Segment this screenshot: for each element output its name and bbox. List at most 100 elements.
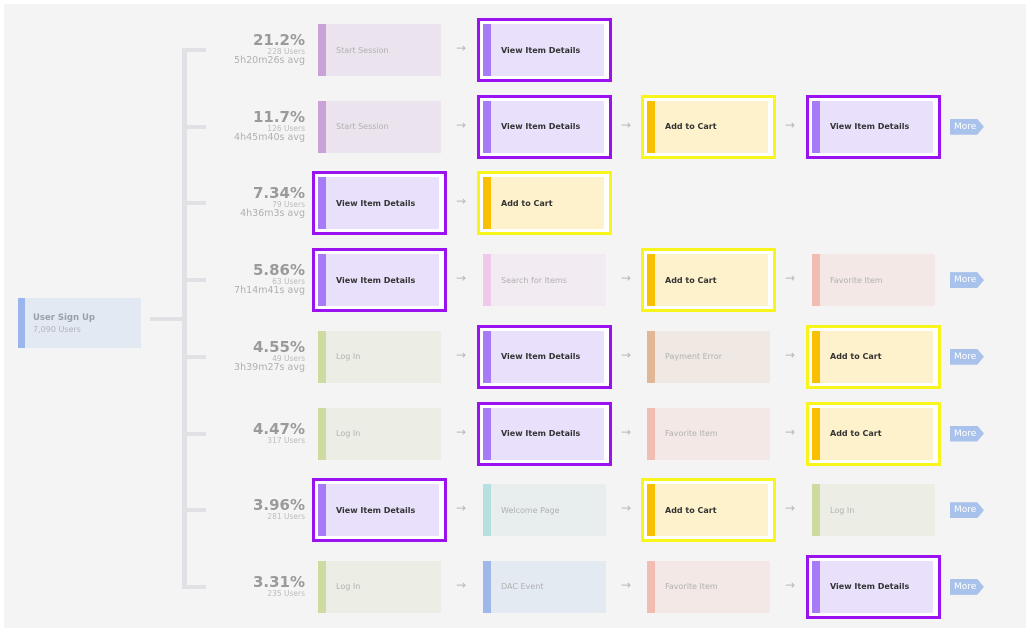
node-color-bar — [483, 407, 491, 460]
tree-branch — [182, 201, 206, 206]
path-step-dac[interactable]: DAC Event — [483, 560, 606, 613]
path-step-log-in[interactable]: Log In — [318, 560, 441, 613]
step-label: Payment Error — [665, 352, 723, 362]
row-percent: 11.7% — [252, 107, 305, 126]
node-color-bar — [318, 484, 326, 537]
arrow-right-icon: → — [455, 424, 467, 439]
arrow-right-icon: → — [784, 577, 796, 592]
node-color-bar — [812, 407, 820, 460]
node-color-bar — [318, 24, 326, 76]
row-stats: 5.86% 63 Users 7h14m41s avg — [204, 262, 305, 296]
row-stats: 3.31% 235 Users — [204, 574, 305, 598]
arrow-right-icon: → — [784, 501, 796, 516]
path-step-add-to-cart[interactable]: Add to Cart — [812, 407, 933, 460]
node-color-bar — [647, 330, 655, 383]
path-step-view-item[interactable]: View Item Details — [318, 177, 439, 230]
more-button[interactable]: More — [950, 425, 984, 442]
path-step-start-session[interactable]: Start Session — [318, 24, 441, 76]
arrow-right-icon: → — [620, 117, 632, 132]
step-label: Start Session — [336, 122, 389, 132]
node-color-bar — [647, 100, 655, 153]
row-stats: 21.2% 228 Users 5h20m26s avg — [204, 32, 305, 66]
arrow-right-icon: → — [620, 271, 632, 286]
path-step-add-to-cart[interactable]: Add to Cart — [647, 100, 768, 153]
node-color-bar — [318, 407, 326, 460]
path-step-view-item[interactable]: View Item Details — [318, 484, 439, 537]
more-button[interactable]: More — [950, 348, 984, 365]
more-button[interactable]: More — [950, 502, 984, 519]
arrow-right-icon: → — [455, 501, 467, 516]
node-color-bar — [812, 330, 820, 383]
step-label: View Item Details — [336, 198, 416, 208]
arrow-right-icon: → — [784, 347, 796, 362]
path-step-view-item[interactable]: View Item Details — [483, 100, 604, 153]
root-users: 7,090 Users — [33, 325, 81, 334]
path-step-favorite[interactable]: Favorite Item — [812, 254, 935, 307]
path-step-favorite[interactable]: Favorite Item — [647, 560, 770, 613]
path-step-log-in[interactable]: Log In — [318, 407, 441, 460]
step-label: View Item Details — [501, 122, 581, 132]
row-percent: 7.34% — [252, 184, 305, 203]
path-step-add-to-cart[interactable]: Add to Cart — [647, 484, 768, 537]
step-label: Add to Cart — [665, 505, 717, 515]
arrow-right-icon: → — [455, 347, 467, 362]
tree-branch — [182, 508, 206, 513]
step-label: View Item Details — [501, 429, 581, 438]
row-percent: 3.96% — [252, 496, 305, 515]
path-step-add-to-cart[interactable]: Add to Cart — [812, 330, 933, 383]
more-button[interactable]: More — [950, 118, 984, 135]
path-step-log-in[interactable]: Log In — [318, 330, 441, 383]
step-label: Welcome Page — [501, 505, 560, 515]
path-step-favorite[interactable]: Favorite Item — [647, 407, 770, 460]
node-color-bar — [483, 330, 491, 383]
more-button[interactable]: More — [950, 578, 984, 595]
row-stats: 11.7% 126 Users 4h45m40s avg — [204, 109, 305, 143]
tree-branch — [182, 584, 206, 589]
tree-branch — [182, 354, 206, 359]
row-avg-time: 4h45m40s avg — [234, 131, 305, 143]
more-button[interactable]: More — [950, 272, 984, 289]
node-color-bar — [483, 24, 491, 76]
row-users: 79 Users — [272, 200, 305, 210]
path-step-add-to-cart[interactable]: Add to Cart — [647, 254, 768, 307]
node-color-bar — [812, 100, 820, 153]
arrow-right-icon: → — [784, 424, 796, 439]
arrow-right-icon: → — [455, 271, 467, 286]
tree-branch — [182, 124, 206, 129]
row-percent: 4.55% — [252, 337, 305, 356]
row-percent: 3.31% — [252, 572, 305, 591]
root-node-user-sign-up[interactable]: User Sign Up 7,090 Users — [18, 298, 141, 348]
path-step-welcome[interactable]: Welcome Page — [483, 484, 606, 537]
path-step-payment-error[interactable]: Payment Error — [647, 330, 770, 383]
node-color-bar — [318, 330, 326, 383]
tree-branch — [182, 48, 206, 52]
node-color-bar — [483, 100, 491, 153]
node-color-bar — [812, 254, 820, 307]
node-color-bar — [318, 100, 326, 153]
root-label: User Sign Up — [33, 313, 95, 323]
path-step-view-item[interactable]: View Item Details — [483, 407, 604, 460]
path-step-add-to-cart[interactable]: Add to Cart — [483, 177, 604, 230]
arrow-right-icon: → — [784, 271, 796, 286]
arrow-right-icon: → — [455, 194, 467, 209]
step-label: View Item Details — [501, 352, 581, 362]
tree-branch — [182, 431, 206, 436]
node-color-bar — [812, 560, 820, 613]
node-color-bar — [18, 298, 25, 348]
path-step-start-session[interactable]: Start Session — [318, 100, 441, 153]
path-step-view-item[interactable]: View Item Details — [812, 100, 933, 153]
path-step-view-item[interactable]: View Item Details — [483, 24, 604, 76]
path-step-search[interactable]: Search for Items — [483, 254, 606, 307]
step-label: Search for Items — [501, 275, 567, 285]
step-label: View Item Details — [336, 275, 416, 285]
path-step-view-item[interactable]: View Item Details — [318, 254, 439, 307]
path-step-view-item[interactable]: View Item Details — [812, 560, 933, 613]
step-label: Log In — [336, 429, 361, 438]
arrow-right-icon: → — [620, 577, 632, 592]
row-stats: 3.96% 281 Users — [204, 497, 305, 521]
node-color-bar — [483, 560, 491, 613]
path-step-view-item[interactable]: View Item Details — [483, 330, 604, 383]
row-users: 63 Users — [272, 277, 305, 287]
node-color-bar — [647, 560, 655, 613]
path-step-log-in[interactable]: Log In — [812, 484, 935, 537]
